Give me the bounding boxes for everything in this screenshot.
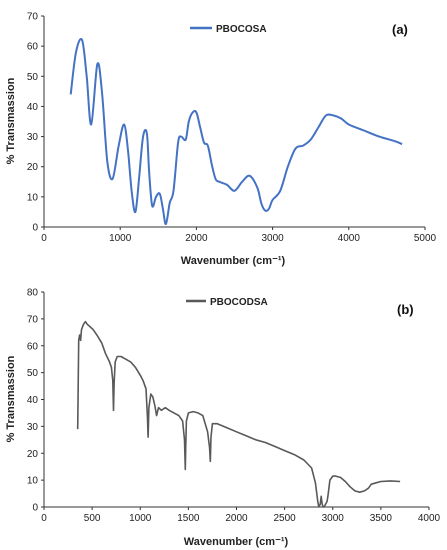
series-line-b [76,320,401,508]
y-tick-label: 10 [27,192,39,203]
y-tick-label: 30 [27,422,39,433]
x-tick-label: 3500 [370,513,393,524]
x-tick-label: 0 [41,513,47,524]
legend-a: PBOCOSA [190,24,267,35]
y-axis-title-a: % Transmassion [5,77,17,164]
x-tick-label: 2000 [225,513,248,524]
y-tick-label: 20 [27,449,39,460]
x-tick-label: 4000 [338,233,361,244]
x-tick-label: 5000 [414,233,437,244]
y-tick-label: 70 [27,12,39,23]
chart-panel-b: (b) PBOCODSA Wavenumber (cm⁻¹) % Transma… [5,288,441,549]
series-line-a [69,38,403,226]
y-tick-label: 40 [27,102,39,113]
x-tick-label: 2000 [185,233,208,244]
y-tick-label: 20 [27,162,39,173]
panel-label-a: (a) [392,22,408,37]
x-tick-label: 4000 [418,513,441,524]
panel-label-b: (b) [397,302,414,317]
y-tick-label: 60 [27,341,39,352]
y-tick-label: 60 [27,42,39,53]
x-axis-title-b: Wavenumber (cm⁻¹) [184,536,289,548]
chart-panel-a: (a) PBOCOSA Wavenumber (cm⁻¹) % Transmas… [5,12,437,268]
legend-label-a: PBOCOSA [216,24,267,35]
x-tick-label: 3000 [322,513,345,524]
y-tick-label: 50 [27,368,39,379]
y-tick-label: 40 [27,395,39,406]
x-tick-label: 1000 [109,233,132,244]
x-tick-label: 1000 [129,513,152,524]
x-tick-label: 1500 [177,513,200,524]
y-tick-label: 0 [32,503,38,514]
x-axis-title-a: Wavenumber (cm⁻¹) [181,255,286,267]
y-tick-label: 0 [32,223,38,234]
legend-b: PBOCODSA [186,297,268,308]
y-tick-label: 80 [27,288,39,299]
y-tick-label: 70 [27,314,39,325]
x-tick-label: 3000 [261,233,284,244]
y-tick-label: 50 [27,72,39,83]
x-tick-label: 0 [41,233,47,244]
y-tick-label: 30 [27,132,39,143]
x-tick-label: 2500 [274,513,297,524]
y-tick-label: 10 [27,476,39,487]
y-axis-title-b: % Transmassion [5,355,17,442]
x-tick-label: 500 [84,513,101,524]
legend-label-b: PBOCODSA [210,297,268,308]
